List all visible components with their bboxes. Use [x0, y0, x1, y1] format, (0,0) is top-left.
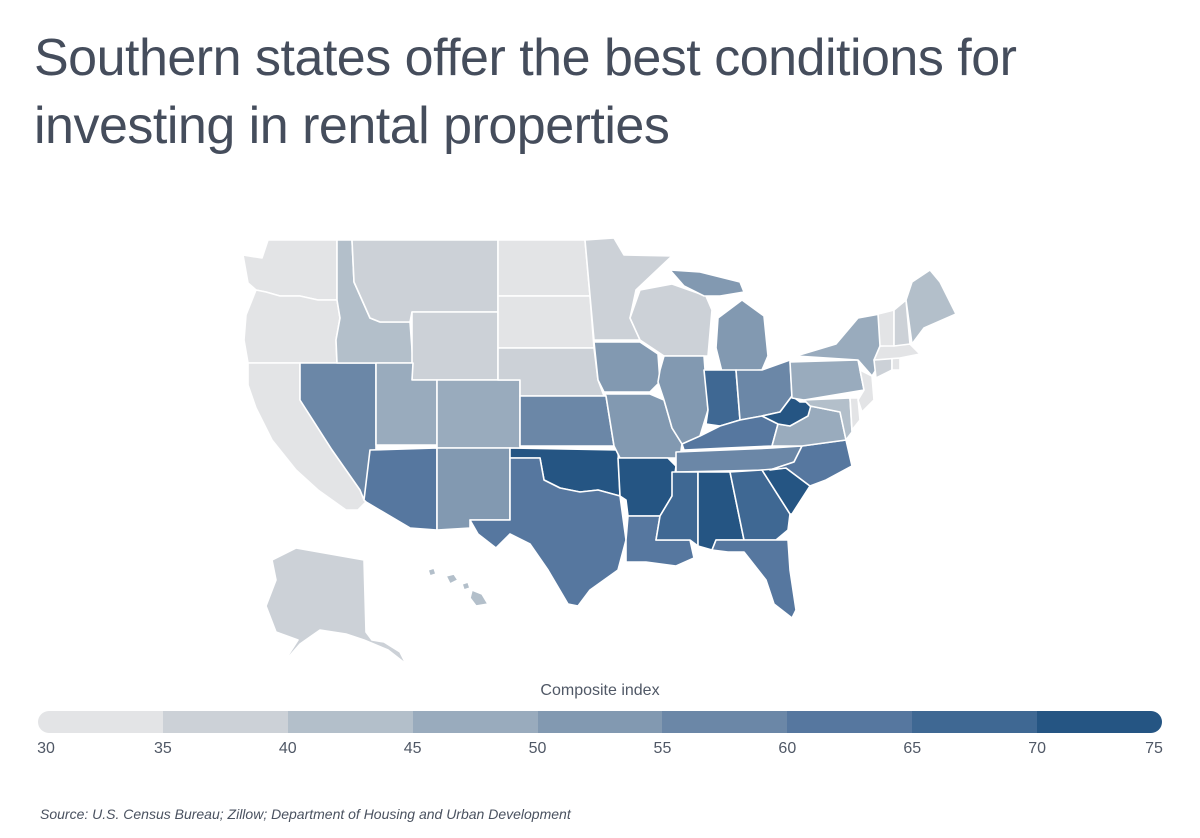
source-note: Source: U.S. Census Bureau; Zillow; Depa… — [40, 806, 571, 822]
legend-segment — [412, 711, 538, 733]
legend-segment — [912, 711, 1038, 733]
state-nj — [857, 369, 875, 413]
legend-tick-label: 70 — [1028, 740, 1047, 757]
state-fl — [711, 539, 797, 619]
state-mi — [715, 299, 769, 373]
state-az — [363, 447, 438, 531]
state-ct — [873, 357, 893, 379]
state-mt — [351, 239, 499, 323]
state-ks — [519, 395, 615, 447]
state-vt — [877, 309, 895, 347]
state-co — [436, 379, 521, 449]
state-sd — [497, 295, 595, 349]
state-hi — [427, 567, 489, 607]
legend-segment — [662, 711, 788, 733]
state-me — [905, 269, 957, 345]
color-scale-ticks: 30 35 40 45 50 55 60 65 70 75 — [0, 740, 1200, 762]
state-mn — [584, 237, 673, 341]
color-scale-bar — [38, 711, 1162, 733]
state-nh — [893, 299, 911, 347]
legend-tick-label: 55 — [653, 740, 672, 757]
state-pa — [789, 359, 865, 401]
legend-tick-label: 50 — [528, 740, 547, 757]
legend-segment — [287, 711, 413, 733]
state-tx — [469, 457, 627, 607]
state-in — [703, 369, 741, 427]
state-or — [243, 289, 341, 364]
legend-tick-label: 60 — [778, 740, 797, 757]
legend-segment — [1037, 711, 1162, 733]
legend-tick-label: 35 — [153, 740, 172, 757]
state-nm — [436, 447, 511, 531]
legend-tick-label: 75 — [1145, 740, 1163, 757]
state-ri — [891, 357, 901, 371]
legend-tick-label: 30 — [37, 740, 55, 757]
page-title: Southern states offer the best condition… — [34, 29, 1017, 155]
state-nc — [769, 439, 853, 487]
legend-segment — [787, 711, 913, 733]
legend-tick-label: 45 — [403, 740, 422, 757]
legend-segment — [38, 711, 163, 733]
state-mi — [669, 269, 745, 297]
legend-segment — [537, 711, 663, 733]
state-de — [849, 397, 861, 431]
state-ia — [593, 341, 661, 393]
state-wy — [411, 311, 499, 381]
state-wi — [629, 283, 713, 357]
legend-segment — [162, 711, 288, 733]
legend-title: Composite index — [540, 682, 660, 699]
legend-tick-label: 40 — [278, 740, 297, 757]
state-nd — [497, 239, 591, 297]
state-ak — [265, 547, 407, 669]
legend-tick-label: 65 — [903, 740, 922, 757]
